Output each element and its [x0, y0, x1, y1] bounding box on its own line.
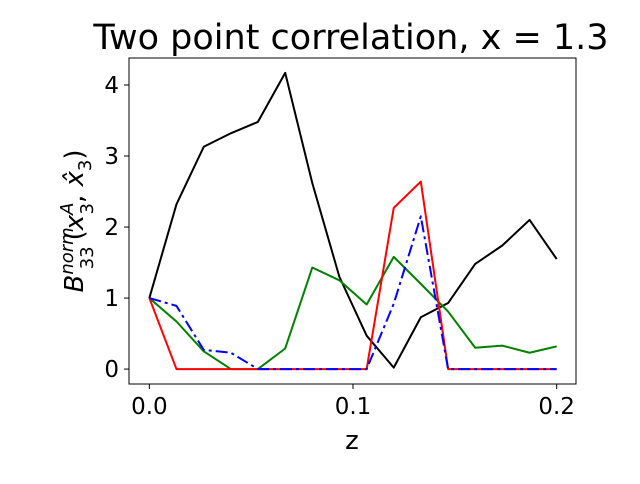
chart-title: Two point correlation, x = 1.3 [92, 18, 608, 58]
y-tick-label: 3 [104, 144, 119, 170]
series-layer [148, 71, 558, 371]
y-axis-label-arg2-sub: 3 [75, 160, 96, 171]
y-tick-label: 4 [104, 73, 119, 99]
y-ticks: 0 1 2 3 4 [104, 73, 129, 383]
y-axis-label-open: ( [60, 230, 90, 240]
x-tick-label: 0.1 [335, 394, 372, 420]
x-axis-label: z [345, 426, 359, 456]
y-tick-label: 0 [104, 357, 119, 383]
y-axis-label: Bnorm33(xA3, x̂3) [57, 150, 98, 293]
x-tick-label: 0.0 [131, 394, 168, 420]
y-axis-label-arg2: x̂ [60, 171, 90, 188]
y-tick-label: 2 [104, 215, 119, 241]
series-line-1 [148, 71, 558, 369]
y-axis-label-arg1-sup: A [57, 203, 78, 216]
y-axis-label-sub: 33 [77, 246, 98, 269]
x-ticks: 0.0 0.1 0.2 [131, 384, 575, 420]
y-axis-label-base: B [60, 275, 90, 293]
y-axis-label-sup: norm [57, 227, 78, 274]
y-axis-label-close: ) [60, 150, 90, 160]
series-line-2 [148, 255, 557, 371]
y-axis-label-group: Bnorm33(xA3, x̂3) [57, 150, 98, 293]
y-axis-label-arg1: x [60, 214, 90, 231]
x-tick-label: 0.2 [538, 394, 575, 420]
y-axis-label-comma: , [60, 187, 90, 204]
plot-frame [128, 57, 577, 385]
series-line-4 [149, 215, 557, 371]
y-axis-label-arg1-sub: 3 [77, 203, 98, 214]
y-tick-label: 1 [104, 286, 119, 312]
